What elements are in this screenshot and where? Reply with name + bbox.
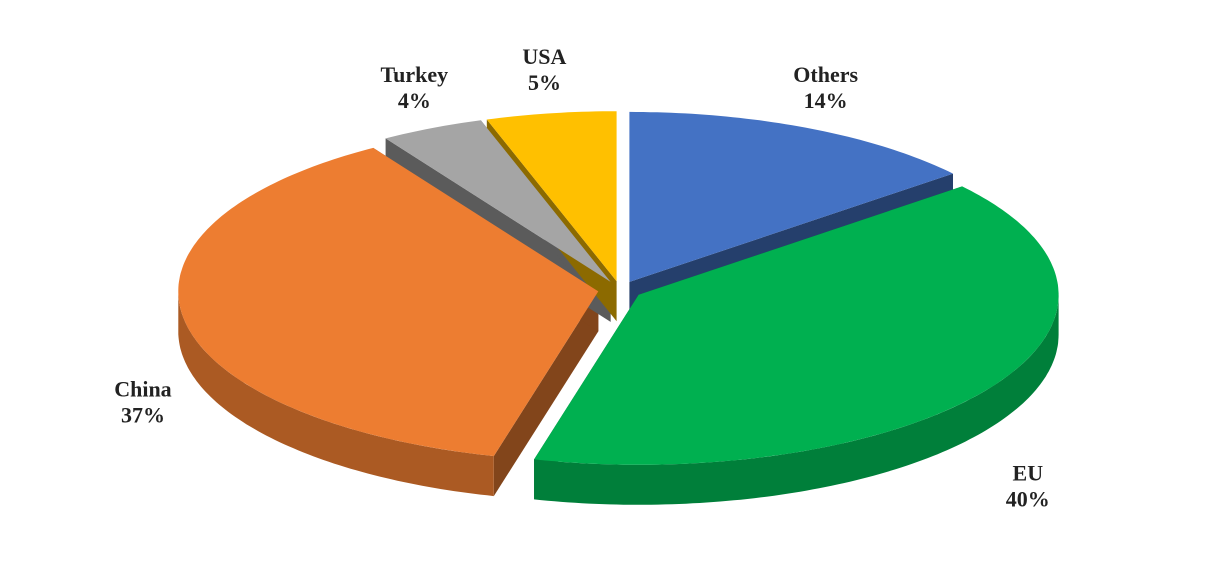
slice [178, 147, 599, 457]
data-label-name: Others [793, 62, 858, 87]
data-label-value: 14% [804, 88, 848, 113]
slice [534, 186, 1059, 465]
slice-side [178, 291, 494, 497]
data-label-name: Turkey [381, 62, 449, 87]
data-label-value: 5% [528, 70, 561, 95]
slice [486, 111, 617, 282]
slice [629, 111, 953, 282]
data-label-name: USA [522, 44, 566, 69]
data-label-value: 40% [1006, 486, 1050, 511]
data-label-name: China [114, 377, 171, 402]
data-label-name: EU [1013, 460, 1044, 485]
data-label-value: 4% [398, 88, 431, 113]
data-label-value: 37% [121, 403, 165, 428]
slice-side [534, 294, 1059, 505]
slice-wall [493, 291, 599, 497]
slice [385, 120, 611, 282]
